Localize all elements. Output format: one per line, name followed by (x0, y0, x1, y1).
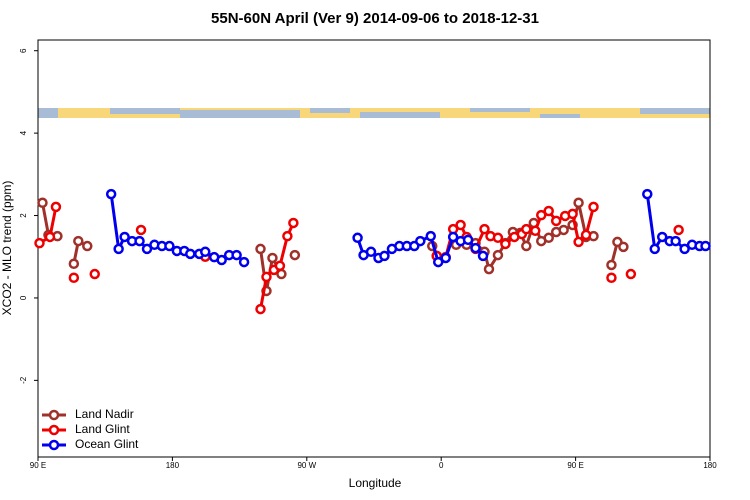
point (580, 229, 592, 241)
point (185, 248, 196, 260)
point (521, 240, 532, 252)
point (477, 250, 489, 262)
point (673, 224, 684, 236)
y-tick-label: 0 (19, 295, 28, 300)
point (567, 208, 578, 220)
point (521, 223, 532, 235)
point (231, 249, 242, 261)
point (34, 237, 45, 249)
point (670, 235, 681, 247)
point (141, 243, 153, 255)
point (50, 201, 62, 213)
point (261, 271, 272, 283)
point (642, 188, 653, 200)
point (656, 231, 668, 243)
point (134, 235, 145, 247)
point (119, 231, 130, 243)
point (543, 205, 554, 217)
point (573, 197, 584, 209)
x-tick-label: 0 (439, 461, 444, 470)
point (255, 303, 266, 315)
chart-title: 55N-60N April (Ver 9) 2014-09-06 to 2018… (211, 10, 539, 27)
y-tick-label: -2 (19, 376, 28, 384)
point (550, 215, 562, 227)
point (113, 243, 124, 255)
map-strip (38, 108, 710, 118)
point (700, 240, 711, 252)
point (536, 209, 547, 221)
point (440, 252, 451, 264)
point (73, 235, 84, 247)
legend-marker (48, 424, 60, 436)
legend-label: Ocean Glint (75, 437, 139, 451)
point (44, 231, 56, 243)
x-tick-label: 90 W (297, 461, 316, 470)
point (606, 259, 617, 271)
legend-label: Land Nadir (75, 407, 134, 421)
point (365, 246, 377, 258)
point (267, 252, 278, 264)
legend-marker (48, 439, 60, 451)
point (470, 242, 481, 254)
x-tick-label: 90 E (30, 461, 46, 470)
point (105, 188, 117, 200)
point (216, 254, 227, 266)
point (255, 243, 266, 255)
x-axis-label: Longitude (349, 476, 402, 490)
point (625, 268, 637, 280)
legend-label: Land Glint (75, 422, 130, 436)
point (530, 225, 541, 237)
point (588, 201, 599, 213)
point (558, 224, 569, 236)
point (483, 263, 495, 275)
point (238, 256, 250, 268)
x-tick-label: 90 E (567, 461, 583, 470)
point (618, 241, 629, 253)
point (135, 224, 147, 236)
point (573, 236, 584, 248)
point (288, 217, 299, 229)
point (432, 256, 444, 268)
point (89, 268, 100, 280)
point (352, 232, 363, 244)
point (415, 235, 426, 247)
x-tick-label: 180 (166, 461, 180, 470)
y-axis-label: XCO2 - MLO trend (ppm) (0, 181, 14, 316)
point (37, 197, 48, 209)
point (68, 272, 80, 284)
y-tick-label: 6 (19, 48, 28, 53)
point (447, 231, 459, 243)
series (35, 203, 682, 313)
legend-marker (48, 409, 60, 421)
point (274, 260, 286, 272)
point (200, 246, 211, 258)
y-tick-label: 4 (19, 130, 28, 135)
point (164, 240, 175, 252)
point (82, 240, 93, 252)
point (500, 238, 511, 250)
point (282, 230, 293, 242)
point (462, 234, 474, 246)
point (649, 243, 660, 255)
x-tick-label: 180 (703, 461, 717, 470)
series (105, 188, 711, 268)
point (479, 223, 490, 235)
point (679, 243, 690, 255)
y-tick-label: 2 (19, 213, 28, 218)
point (492, 232, 504, 244)
point (379, 250, 390, 262)
point (425, 230, 436, 242)
point (492, 249, 504, 261)
point (289, 249, 301, 261)
point (455, 219, 466, 231)
point (606, 272, 617, 284)
point (543, 232, 554, 244)
point (68, 258, 80, 269)
